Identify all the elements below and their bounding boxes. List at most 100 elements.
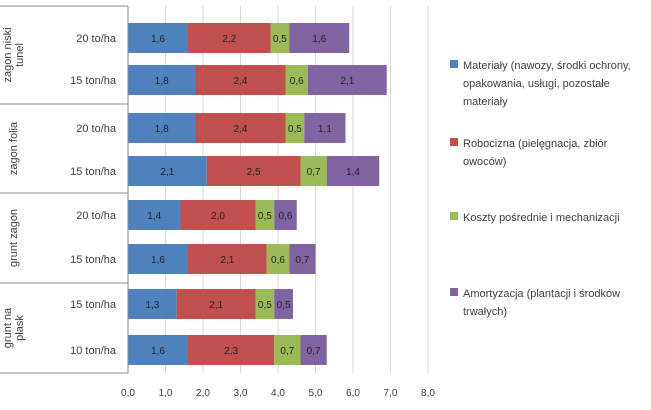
bar-segment	[300, 335, 327, 365]
data-label: 2,1	[340, 76, 354, 87]
bar-segment	[195, 113, 286, 143]
bar-segment	[188, 244, 267, 274]
legend-label-robocizna: Robocizna (pielęgnacja, zbiór owoców)	[463, 138, 608, 168]
data-label: 1,4	[346, 167, 360, 178]
x-tick-label: 7,0	[384, 388, 398, 399]
data-label: 1,8	[155, 76, 169, 87]
category-label: 10 ton/ha	[70, 345, 117, 357]
data-label: 0,5	[288, 124, 302, 135]
group-label: grunt napłask	[2, 307, 26, 348]
bar-segment	[255, 200, 275, 230]
data-label: 2,4	[234, 76, 248, 87]
bar-segment	[270, 23, 290, 53]
data-label: 0,7	[307, 167, 321, 178]
category-label: 20 to/ha	[76, 33, 117, 45]
group-label: zagon folia	[8, 121, 20, 175]
data-label: 0,7	[307, 346, 321, 357]
data-label: 0,6	[290, 76, 304, 87]
bar-segment	[128, 335, 188, 365]
bar-segment	[274, 289, 293, 319]
category-labels: 20 to/ha 15 ton/ha 20 to/ha 15 ton/ha 20 to/…	[70, 33, 117, 357]
bar-segment	[274, 200, 297, 230]
category-label: 20 to/ha	[76, 210, 117, 222]
data-label: 2,3	[224, 346, 238, 357]
x-tick-label: 3,0	[234, 388, 248, 399]
bar-segment	[188, 335, 275, 365]
legend-swatch-robocizna	[450, 138, 458, 146]
bar-segment	[285, 113, 305, 143]
bar-segment	[128, 113, 196, 143]
data-label: 0,5	[258, 211, 272, 222]
data-label: 0,6	[279, 211, 293, 222]
bars: 1,6 2,2 0,5 1,6 1,8 2,4 0,6 2,1 1,8 2,4 0,5 1,1 2,1 2…	[128, 23, 387, 365]
category-label: 15 ton/ha	[70, 166, 117, 178]
data-label: 0,7	[295, 255, 309, 266]
data-label: 1,3	[145, 300, 159, 311]
bar-segment	[304, 113, 346, 143]
data-label: 2,1	[209, 300, 223, 311]
x-tick-label: 6,0	[346, 388, 360, 399]
data-label: 0,7	[280, 346, 294, 357]
bar-segment	[128, 23, 188, 53]
legend-label-materialy: Materiały (nawozy, środki ochrony, opako…	[463, 60, 631, 108]
data-label: 2,5	[247, 167, 261, 178]
bar-segment	[188, 23, 271, 53]
legend-swatch-materialy	[450, 60, 458, 68]
legend-swatch-amortyzacja	[450, 288, 458, 296]
x-tick-label: 1,0	[159, 388, 173, 399]
bar-segment	[308, 65, 387, 95]
legend-label-amortyzacja: Amortyzacja (plantacji i środków trwałyc…	[463, 288, 621, 318]
group-label: grunt zagon	[8, 209, 20, 267]
data-label: 2,1	[220, 255, 234, 266]
bar-segment	[266, 244, 290, 274]
x-tick-labels: 0,0 1,0 2,0 3,0 4,0 5,0 6,0 7,0 8,0	[121, 388, 435, 399]
bar-segment	[128, 289, 177, 319]
x-tick-label: 0,0	[121, 388, 135, 399]
category-label: 15 ton/ha	[70, 75, 117, 87]
bar-segment	[176, 289, 256, 319]
data-label: 1,1	[318, 124, 332, 135]
bar-segment	[128, 156, 207, 186]
bar-segment	[128, 65, 196, 95]
data-label: 1,6	[151, 255, 165, 266]
data-label: 1,6	[151, 346, 165, 357]
x-tick-label: 5,0	[309, 388, 323, 399]
bar-segment	[206, 156, 301, 186]
data-label: 1,8	[155, 124, 169, 135]
data-label: 0,5	[258, 300, 272, 311]
bar-segment	[128, 200, 181, 230]
bar-segment	[285, 65, 308, 95]
bar-segment	[180, 200, 256, 230]
data-label: 0,5	[273, 34, 287, 45]
bar-segment	[255, 289, 275, 319]
category-label: 15 ton/ha	[70, 254, 117, 266]
x-tick-label: 8,0	[421, 388, 435, 399]
bar-segment	[289, 23, 350, 53]
x-tick-label: 2,0	[196, 388, 210, 399]
legend-swatch-koszty	[450, 212, 458, 220]
category-label: 20 to/ha	[76, 123, 117, 135]
bar-segment	[300, 156, 327, 186]
data-label: 2,4	[234, 124, 248, 135]
data-label: 0,5	[277, 300, 291, 311]
bar-segment	[274, 335, 301, 365]
x-tick-label: 4,0	[271, 388, 285, 399]
group-label: zagon niskitunel	[2, 27, 26, 82]
data-label: 1,6	[312, 34, 326, 45]
data-label: 2,1	[160, 167, 174, 178]
data-label: 0,6	[271, 255, 285, 266]
legend: Materiały (nawozy, środki ochrony, opako…	[450, 0, 650, 410]
legend-label-koszty: Koszty pośrednie i mechanizacji	[463, 212, 620, 224]
bar-segment	[195, 65, 286, 95]
group-labels: zagon niskitunel zagon folia grunt zagon gr…	[2, 27, 26, 348]
bar-segment	[128, 244, 188, 274]
axis-lines	[0, 5, 129, 374]
data-label: 1,4	[147, 211, 161, 222]
data-label: 2,0	[211, 211, 225, 222]
data-label: 2,2	[222, 34, 236, 45]
data-label: 1,6	[151, 34, 165, 45]
category-label: 15 ton/ha	[70, 299, 117, 311]
bar-segment	[289, 244, 316, 274]
bar-segment	[326, 156, 380, 186]
